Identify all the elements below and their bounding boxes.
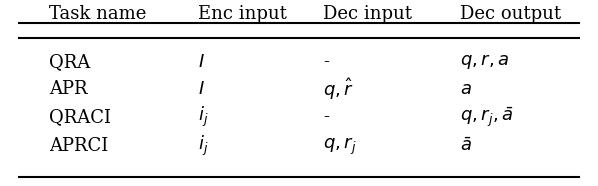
Text: $q, r_j, \bar{a}$: $q, r_j, \bar{a}$	[460, 105, 513, 129]
Text: Dec output: Dec output	[460, 5, 561, 23]
Text: $q, r, a$: $q, r, a$	[460, 52, 509, 71]
Text: -: -	[323, 108, 329, 126]
Text: QRACI: QRACI	[49, 108, 111, 126]
Text: Dec input: Dec input	[323, 5, 412, 23]
Text: APR: APR	[49, 80, 87, 98]
Text: $i_j$: $i_j$	[198, 134, 208, 158]
Text: $I$: $I$	[198, 53, 205, 71]
Text: $a$: $a$	[460, 80, 472, 98]
Text: APRCI: APRCI	[49, 137, 108, 155]
Text: QRA: QRA	[49, 53, 90, 71]
Text: $i_j$: $i_j$	[198, 105, 208, 129]
Text: Task name: Task name	[49, 5, 147, 23]
Text: Enc input: Enc input	[198, 5, 286, 23]
Text: -: -	[323, 53, 329, 71]
Text: $q, \hat{r}$: $q, \hat{r}$	[323, 76, 354, 102]
Text: $I$: $I$	[198, 80, 205, 98]
Text: $q, r_j$: $q, r_j$	[323, 136, 356, 157]
Text: $\bar{a}$: $\bar{a}$	[460, 137, 472, 155]
